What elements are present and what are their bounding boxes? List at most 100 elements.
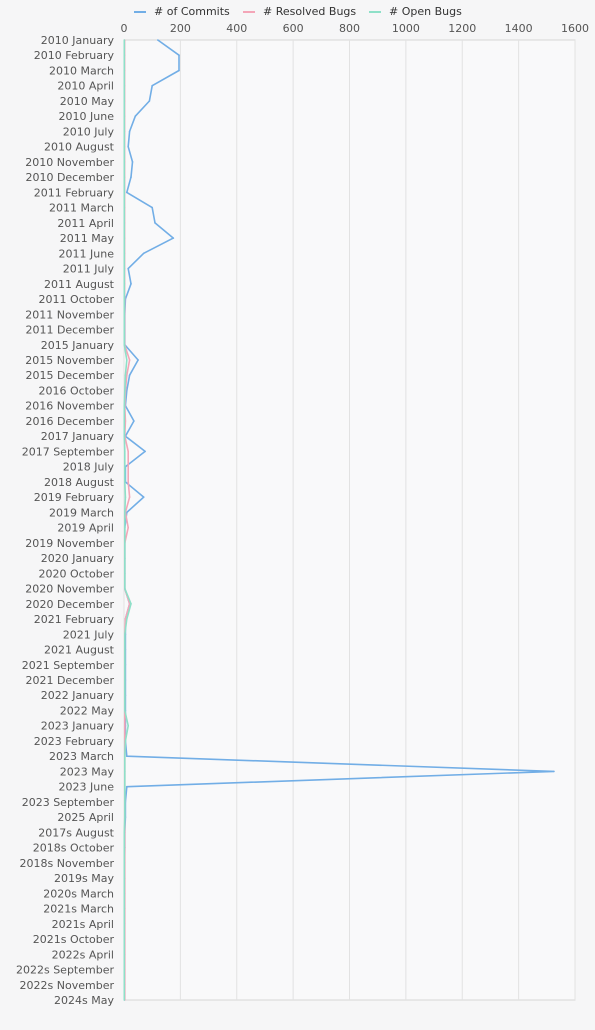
x-tick-label: 200	[170, 22, 191, 35]
data-point	[127, 267, 129, 270]
data-point	[144, 450, 146, 453]
data-point	[131, 161, 134, 163]
data-point	[124, 465, 126, 468]
data-point	[128, 496, 131, 498]
data-point	[130, 603, 132, 605]
data-point	[123, 420, 126, 422]
x-tick-label: 400	[226, 22, 247, 35]
x-tick-label: 0	[121, 22, 128, 35]
data-point	[127, 465, 129, 468]
data-point	[124, 450, 126, 453]
y-tick-label: 2020 December	[25, 598, 114, 611]
data-point	[128, 359, 131, 361]
data-point	[133, 420, 135, 422]
data-point	[130, 176, 132, 178]
data-point	[124, 633, 126, 636]
data-point	[126, 374, 128, 377]
y-tick-label: 2011 October	[38, 293, 114, 306]
data-point	[124, 511, 126, 514]
data-point	[124, 816, 126, 818]
data-point	[124, 557, 126, 559]
data-point	[124, 664, 126, 666]
series-lines	[123, 39, 555, 1001]
data-point	[123, 923, 126, 925]
y-tick-label: 2022 January	[41, 689, 115, 702]
data-point	[124, 542, 126, 544]
legend[interactable]: # of Commits # Resolved Bugs # Open Bugs	[134, 5, 462, 18]
data-point	[142, 252, 145, 255]
y-tick-label: 2018 August	[44, 476, 115, 489]
data-point	[123, 69, 126, 72]
data-point	[124, 770, 126, 773]
data-point	[127, 526, 129, 529]
data-point	[123, 267, 126, 270]
y-tick-label: 2021 February	[34, 613, 115, 626]
data-point	[154, 222, 156, 224]
x-tick-label: 1000	[392, 22, 420, 35]
data-point	[128, 130, 131, 133]
data-point	[126, 389, 128, 392]
y-tick-label: 2025 April	[57, 811, 114, 824]
data-point	[123, 84, 126, 87]
y-tick-label: 2019 February	[34, 491, 115, 504]
y-tick-label: 2019s May	[54, 872, 114, 885]
y-tick-label: 2010 January	[41, 34, 115, 47]
y-tick-label: 2021s April	[52, 918, 114, 931]
y-tick-label: 2015 November	[25, 354, 114, 367]
data-point	[124, 572, 126, 575]
data-point	[123, 54, 126, 56]
data-point	[126, 359, 128, 361]
data-point	[123, 877, 126, 879]
data-point	[178, 54, 180, 56]
y-tick-label: 2011 April	[57, 217, 114, 230]
y-tick-label: 2017s August	[38, 826, 114, 839]
legend-label: # Resolved Bugs	[263, 5, 356, 18]
y-tick-label: 2010 March	[49, 64, 114, 77]
data-point	[142, 496, 145, 498]
y-tick-label: 2019 April	[57, 522, 114, 535]
data-point	[123, 222, 126, 224]
y-tick-label: 2019 November	[25, 537, 114, 550]
y-tick-label: 2011 August	[44, 278, 115, 291]
y-tick-label: 2021s March	[43, 903, 114, 916]
y-tick-label: 2010 June	[59, 110, 115, 123]
data-point	[126, 755, 128, 757]
data-point	[124, 785, 126, 788]
data-point	[123, 435, 126, 438]
data-point	[123, 39, 126, 41]
y-tick-label: 2011 March	[49, 202, 114, 215]
y-tick-label: 2016 December	[25, 415, 114, 428]
y-tick-label: 2010 February	[34, 49, 115, 62]
y-tick-label: 2022s September	[16, 964, 115, 977]
data-point	[178, 69, 180, 72]
x-tick-label: 1600	[561, 22, 589, 35]
data-point	[127, 145, 129, 148]
data-point	[124, 374, 127, 377]
y-tick-label: 2010 December	[25, 171, 114, 184]
y-tick-label: 2023 September	[22, 796, 115, 809]
x-tick-label: 1200	[448, 22, 476, 35]
legend-label: # Open Bugs	[389, 5, 462, 18]
y-tick-label: 2010 July	[63, 125, 115, 138]
y-tick-label: 2020 October	[38, 567, 114, 580]
data-point	[124, 496, 127, 498]
y-tick-label: 2020 November	[25, 583, 114, 596]
data-point	[124, 801, 126, 803]
y-tick-label: 2011 May	[60, 232, 115, 245]
y-tick-label: 2023 February	[34, 735, 115, 748]
data-point	[123, 862, 126, 864]
data-point	[123, 283, 126, 285]
data-point	[123, 115, 126, 117]
data-point	[134, 115, 137, 117]
data-point	[124, 755, 126, 757]
data-point	[123, 100, 126, 102]
data-point	[124, 481, 126, 483]
y-tick-label: 2021 December	[25, 674, 114, 687]
data-point	[124, 648, 126, 651]
y-tick-label: 2011 December	[25, 324, 114, 337]
y-tick-label: 2016 October	[38, 384, 114, 397]
y-tick-label: 2010 May	[60, 95, 115, 108]
data-point	[123, 206, 126, 209]
y-tick-label: 2016 November	[25, 400, 114, 413]
